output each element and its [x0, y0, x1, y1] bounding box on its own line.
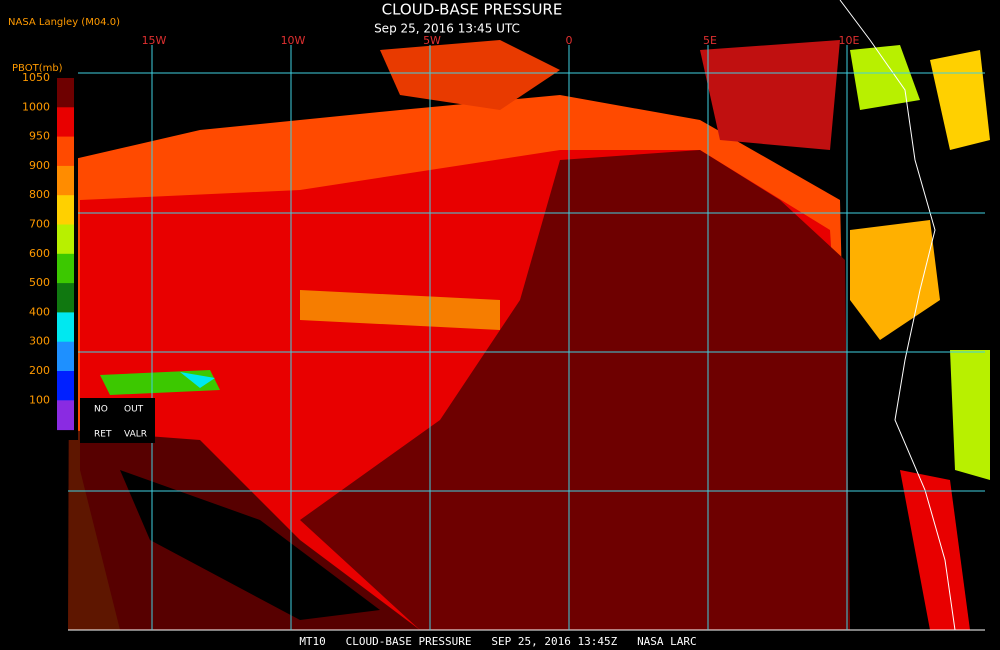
colorbar-label: 600 [29, 247, 50, 260]
colorbar-swatch [57, 341, 74, 372]
coastal-red [900, 470, 970, 630]
colorbar-swatch [57, 224, 74, 255]
colorbar-swatch [57, 312, 74, 343]
coastal-yellow [930, 50, 990, 150]
colorbar-label: 700 [29, 218, 50, 231]
legend-text: RET [94, 430, 112, 440]
north-cloud [380, 40, 560, 110]
colorbar-swatch [57, 283, 74, 313]
lon-label: 10W [281, 34, 306, 47]
cloud-field [68, 0, 990, 631]
colorbar-label: 200 [29, 364, 50, 377]
coastal-green [850, 45, 920, 110]
source-label: NASA Langley (M04.0) [8, 17, 120, 28]
lon-label: 15W [142, 34, 167, 47]
colorbar-swatch [57, 107, 74, 138]
land-green [950, 350, 990, 480]
legend-text: NO [94, 405, 108, 415]
coastal-cloud [850, 220, 940, 340]
legend-box [80, 398, 155, 443]
colorbar-swatch [57, 371, 74, 401]
ne-cloud [700, 40, 840, 150]
colorbar-swatch [57, 253, 74, 284]
colorbar-swatch [57, 165, 74, 196]
colorbar-label: 400 [29, 305, 50, 318]
cyan-cloud [180, 372, 215, 388]
colorbar-label: 1000 [22, 100, 50, 113]
lon-label: 5E [703, 34, 717, 47]
colorbar-label: 1050 [22, 71, 50, 84]
legend-text: VALR [124, 430, 147, 440]
lon-label: 10E [839, 34, 860, 47]
colorbar-title: PBOT(mb) [12, 63, 63, 74]
colorbar-label: 100 [29, 393, 50, 406]
clear-patch [120, 470, 380, 620]
colorbar-swatch [57, 78, 74, 108]
map-subtitle: Sep 25, 2016 13:45 UTC [374, 22, 520, 36]
colorbar: PBOT(mb)1050 1000 950 900 800 700 600 500 400 300… [0, 55, 155, 443]
colorbar-label: 300 [29, 335, 50, 348]
graticule [68, 72, 985, 631]
map-title: CLOUD-BASE PRESSURE [382, 1, 563, 19]
lon-label: 5W [423, 34, 441, 47]
legend-text: OUT [124, 405, 144, 415]
longitude-lines: 15W 10W 5W 0 5E 10E [142, 34, 860, 630]
colorbar-label: 500 [29, 276, 50, 289]
colorbar-swatch [57, 195, 74, 225]
field-darkred [300, 150, 850, 630]
lon-label: 0 [566, 34, 573, 47]
colorbar-label: 950 [29, 130, 50, 143]
colorbar-swatch [57, 400, 74, 431]
yellow-band [300, 290, 500, 330]
colorbar-label: 800 [29, 188, 50, 201]
footer: MT10 CLOUD-BASE PRESSURE SEP 25, 2016 13… [299, 635, 696, 648]
colorbar-swatch [57, 136, 74, 167]
colorbar-label: 900 [29, 159, 50, 172]
